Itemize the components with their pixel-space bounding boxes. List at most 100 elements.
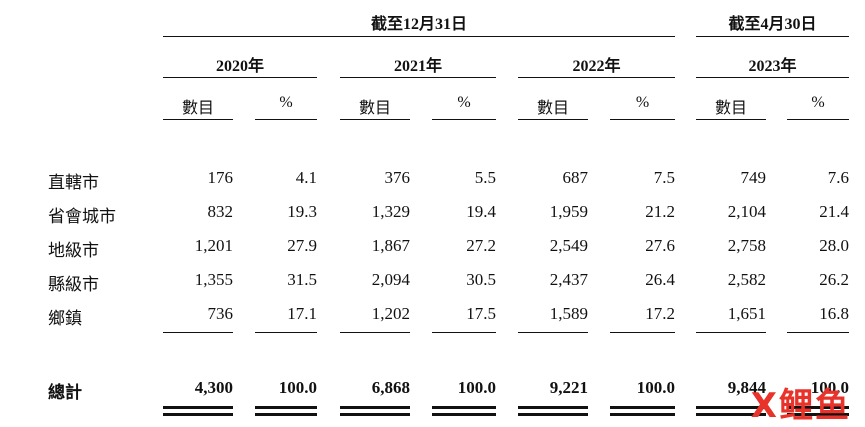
double-rule bbox=[432, 413, 496, 416]
total-cell: 100.0 bbox=[810, 378, 849, 397]
table-cell: 19.4 bbox=[466, 202, 496, 221]
year-2021: 2021年 bbox=[393, 58, 442, 75]
double-rule bbox=[163, 406, 233, 409]
year-rule bbox=[696, 77, 849, 78]
double-rule bbox=[340, 406, 410, 409]
count-header: 數目 bbox=[714, 100, 747, 117]
header-group-rule bbox=[163, 36, 675, 37]
table-cell: 2,094 bbox=[371, 270, 410, 289]
table-cell: 27.9 bbox=[287, 236, 317, 255]
year-rule bbox=[518, 77, 675, 78]
table-cell: 1,329 bbox=[371, 202, 410, 221]
table-cell: 1,867 bbox=[371, 236, 410, 255]
total-label: 總計 bbox=[48, 383, 82, 402]
year-rule bbox=[163, 77, 317, 78]
total-cell: 100.0 bbox=[636, 378, 675, 397]
table-cell: 28.0 bbox=[819, 236, 849, 255]
row-rule bbox=[610, 332, 675, 333]
double-rule bbox=[255, 406, 317, 409]
table-cell: 2,582 bbox=[727, 270, 766, 289]
table-cell: 7.5 bbox=[653, 168, 675, 187]
table-cell: 2,549 bbox=[549, 236, 588, 255]
table-cell: 736 bbox=[207, 304, 234, 323]
double-rule bbox=[432, 406, 496, 409]
year-2022: 2022年 bbox=[572, 58, 621, 75]
table-cell: 749 bbox=[740, 168, 767, 187]
table-cell: 1,589 bbox=[549, 304, 588, 323]
total-cell: 100.0 bbox=[457, 378, 496, 397]
double-rule bbox=[696, 406, 766, 409]
table-cell: 176 bbox=[207, 168, 234, 187]
table-cell: 17.1 bbox=[287, 304, 317, 323]
row-label: 地級市 bbox=[48, 241, 99, 260]
watermark-logo: X鲤鱼 bbox=[750, 386, 851, 426]
table-cell: 30.5 bbox=[466, 270, 496, 289]
table-cell: 21.2 bbox=[645, 202, 675, 221]
total-cell: 9,844 bbox=[727, 378, 766, 397]
double-rule bbox=[163, 413, 233, 416]
sub-rule bbox=[518, 119, 588, 120]
table-cell: 4.1 bbox=[295, 168, 317, 187]
sub-rule bbox=[787, 119, 849, 120]
row-label: 鄉鎮 bbox=[48, 309, 82, 328]
sub-rule bbox=[432, 119, 496, 120]
header-group-apr30: 截至4月30日 bbox=[728, 16, 817, 33]
double-rule bbox=[787, 413, 849, 416]
year-2020: 2020年 bbox=[215, 58, 264, 75]
table-cell: 376 bbox=[384, 168, 411, 187]
double-rule bbox=[518, 413, 588, 416]
total-cell: 100.0 bbox=[278, 378, 317, 397]
double-rule bbox=[696, 413, 766, 416]
count-header: 數目 bbox=[358, 100, 391, 117]
double-rule bbox=[340, 413, 410, 416]
sub-rule bbox=[696, 119, 766, 120]
table-cell: 5.5 bbox=[474, 168, 496, 187]
table-cell: 1,202 bbox=[371, 304, 410, 323]
total-cell: 9,221 bbox=[549, 378, 588, 397]
table-cell: 17.2 bbox=[645, 304, 675, 323]
double-rule bbox=[518, 406, 588, 409]
pct-header: % bbox=[457, 94, 471, 111]
row-rule bbox=[696, 332, 766, 333]
total-cell: 4,300 bbox=[194, 378, 233, 397]
row-rule bbox=[518, 332, 588, 333]
table-cell: 2,437 bbox=[549, 270, 588, 289]
header-group-rule bbox=[696, 36, 849, 37]
pct-header: % bbox=[811, 94, 825, 111]
double-rule bbox=[610, 413, 675, 416]
sub-rule bbox=[610, 119, 675, 120]
table-cell: 1,959 bbox=[549, 202, 588, 221]
row-label: 直轄市 bbox=[48, 173, 99, 192]
row-rule bbox=[432, 332, 496, 333]
table-cell: 7.6 bbox=[827, 168, 849, 187]
double-rule bbox=[610, 406, 675, 409]
table-cell: 26.4 bbox=[645, 270, 675, 289]
table-cell: 1,651 bbox=[727, 304, 766, 323]
sub-rule bbox=[163, 119, 233, 120]
total-cell: 6,868 bbox=[371, 378, 410, 397]
table-cell: 687 bbox=[562, 168, 589, 187]
year-2023: 2023年 bbox=[748, 58, 797, 75]
table-cell: 19.3 bbox=[287, 202, 317, 221]
count-header: 數目 bbox=[536, 100, 569, 117]
table-cell: 2,104 bbox=[727, 202, 766, 221]
table-cell: 26.2 bbox=[819, 270, 849, 289]
double-rule bbox=[787, 406, 849, 409]
row-label: 縣級市 bbox=[48, 275, 99, 294]
header-group-dec31: 截至12月31日 bbox=[370, 16, 467, 33]
table-cell: 1,355 bbox=[194, 270, 233, 289]
row-rule bbox=[163, 332, 233, 333]
table-cell: 16.8 bbox=[819, 304, 849, 323]
row-rule bbox=[340, 332, 410, 333]
table-cell: 1,201 bbox=[194, 236, 233, 255]
pct-header: % bbox=[635, 94, 650, 111]
count-header: 數目 bbox=[181, 100, 214, 117]
double-rule bbox=[255, 413, 317, 416]
sub-rule bbox=[340, 119, 410, 120]
row-rule bbox=[787, 332, 849, 333]
row-label: 省會城市 bbox=[48, 207, 116, 226]
table-cell: 31.5 bbox=[287, 270, 317, 289]
table-cell: 2,758 bbox=[727, 236, 766, 255]
row-rule bbox=[255, 332, 317, 333]
year-rule bbox=[340, 77, 496, 78]
